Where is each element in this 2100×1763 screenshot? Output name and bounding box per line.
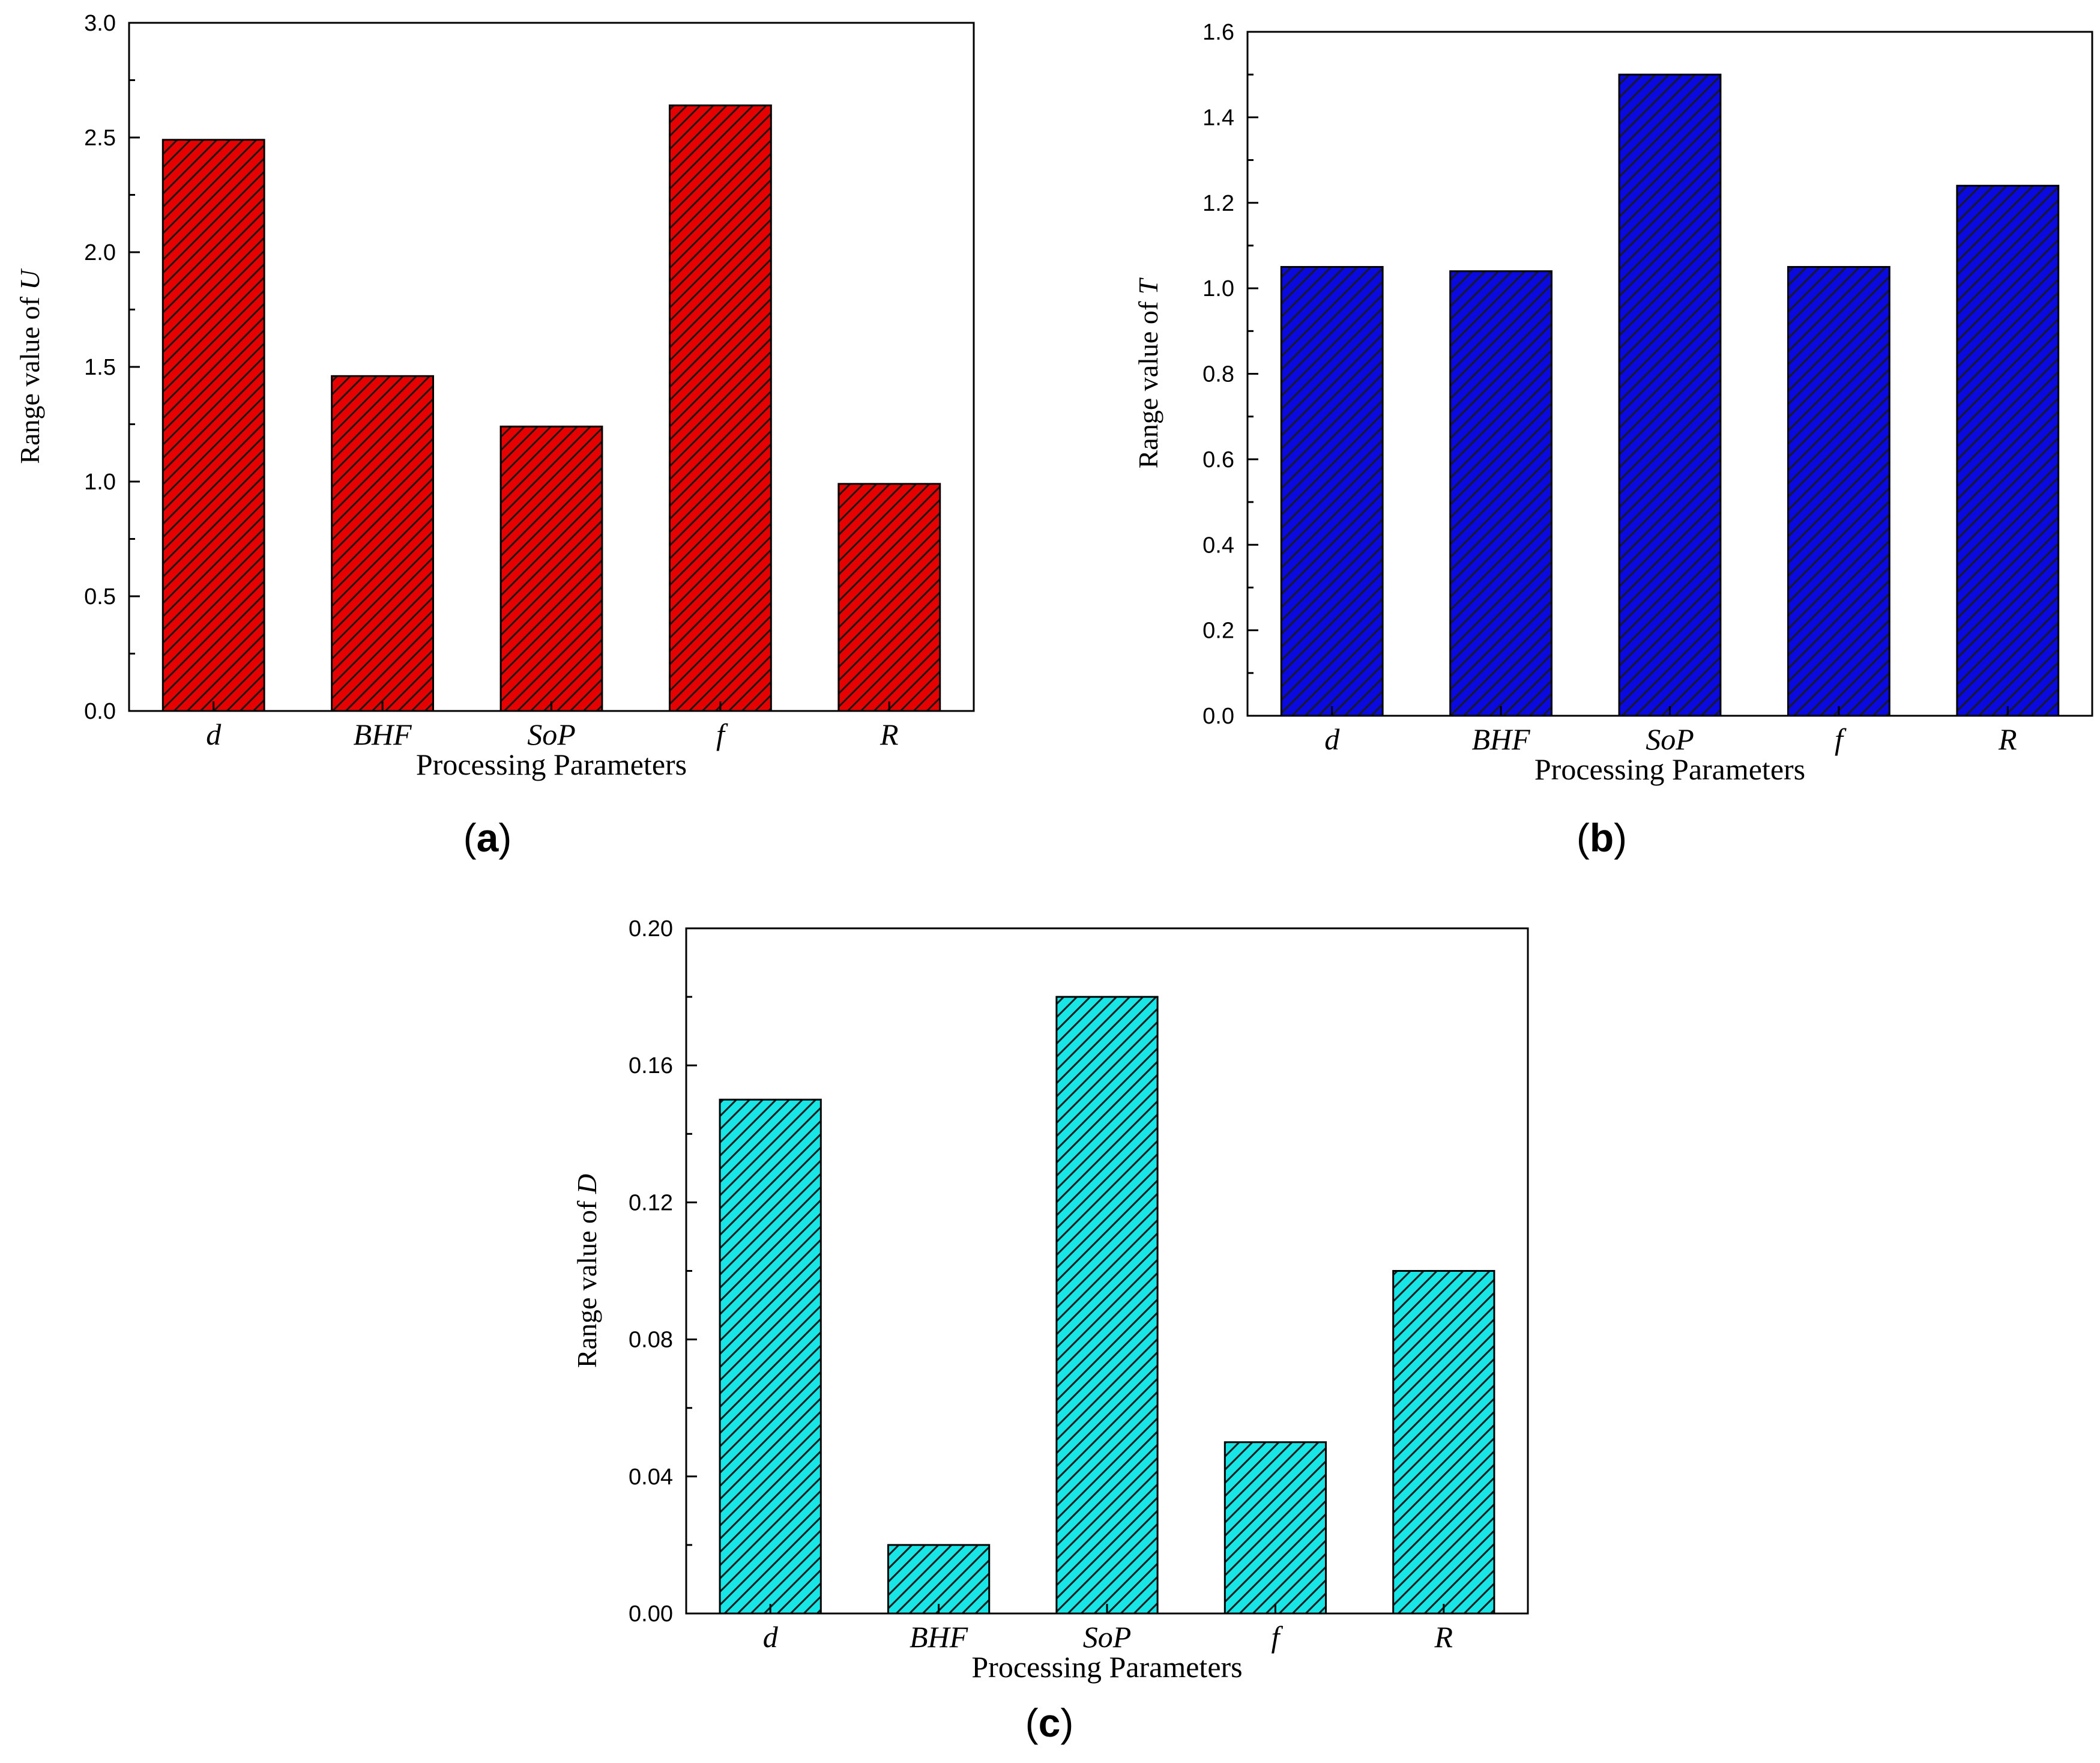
y-tick-label: 2.0 xyxy=(84,240,116,265)
caption-close: ) xyxy=(1614,815,1627,860)
caption-open: ( xyxy=(1577,815,1590,860)
y-tick-label: 1.0 xyxy=(84,470,116,495)
bar-b-SoP xyxy=(1618,73,1722,717)
caption-close: ) xyxy=(1060,1701,1073,1745)
y-tick-label: 3.0 xyxy=(84,11,116,36)
bar-a-SoP xyxy=(499,425,603,712)
bar-b-BHF xyxy=(1449,270,1553,717)
x-tick-label: R xyxy=(1998,722,2017,756)
x-tick-label: R xyxy=(1434,1620,1453,1654)
caption-letter: c xyxy=(1039,1701,1061,1745)
x-axis-label: Processing Parameters xyxy=(1534,752,1805,786)
bar-a-BHF xyxy=(331,375,435,712)
y-axis-label: Range value of U xyxy=(14,268,45,464)
x-tick-label: d xyxy=(206,718,222,751)
y-tick-label: 0.20 xyxy=(629,916,673,942)
y-tick-label: 0.08 xyxy=(629,1328,673,1353)
bar-c-d xyxy=(719,1098,822,1615)
x-tick-label: BHF xyxy=(353,718,412,751)
x-tick-label: d xyxy=(763,1620,779,1654)
y-axis-label-prefix: Range value of xyxy=(572,1194,602,1368)
chart-panel-c: 0.00 0.04 0.08 0.12 0.16 0.20 d BHF SoP f R Process… xyxy=(572,916,1529,1745)
y-tick-label: 1.5 xyxy=(84,355,116,380)
caption-letter: b xyxy=(1590,815,1614,860)
x-tick-label: BHF xyxy=(1471,722,1530,756)
x-tick-label: f xyxy=(716,718,728,751)
x-tick-label: f xyxy=(1835,722,1847,756)
y-tick-label: 1.2 xyxy=(1202,191,1234,216)
x-axis-label: Processing Parameters xyxy=(971,1650,1242,1684)
bar-a-f xyxy=(668,104,772,712)
y-tick-label: 0.8 xyxy=(1202,362,1234,387)
x-tick-label: R xyxy=(880,718,899,751)
bar-b-R xyxy=(1956,184,2060,717)
bar-c-BHF xyxy=(887,1544,991,1615)
y-axis-label: Range value of D xyxy=(572,1174,602,1368)
panel-caption: (a) xyxy=(463,815,512,860)
y-axis-label: Range value of T xyxy=(1133,277,1163,468)
y-tick-label: 1.6 xyxy=(1202,20,1234,45)
y-tick-label: 0.0 xyxy=(84,699,116,724)
panel-caption: (b) xyxy=(1577,815,1627,860)
y-tick-label: 0.5 xyxy=(84,584,116,609)
y-tick-label: 0.12 xyxy=(629,1190,673,1215)
y-tick-label: 0.2 xyxy=(1202,618,1234,644)
y-axis-label-variable: T xyxy=(1133,277,1163,294)
y-axis-label-variable: D xyxy=(572,1174,602,1194)
x-tick-label: f xyxy=(1271,1620,1283,1654)
bar-c-f xyxy=(1223,1441,1327,1615)
caption-open: ( xyxy=(1025,1701,1039,1745)
chart-panel-a: 0.0 0.5 1.0 1.5 2.0 2.5 3.0 d BHF SoP f R Processing… xyxy=(14,11,975,860)
y-tick-label: 0.00 xyxy=(629,1601,673,1627)
x-tick-label: SoP xyxy=(527,718,576,751)
x-tick-label: d xyxy=(1324,722,1340,756)
caption-letter: a xyxy=(477,815,499,860)
y-tick-label: 2.5 xyxy=(84,125,116,151)
x-axis-label: Processing Parameters xyxy=(416,748,687,781)
bar-a-R xyxy=(837,483,941,712)
y-tick-label: 0.4 xyxy=(1202,533,1234,558)
bar-c-R xyxy=(1392,1270,1495,1615)
x-tick-label: BHF xyxy=(910,1620,968,1654)
y-tick-label: 1.0 xyxy=(1202,276,1234,301)
bar-c-SoP xyxy=(1055,996,1159,1615)
x-tick-label: SoP xyxy=(1646,722,1694,756)
y-tick-label: 0.04 xyxy=(629,1465,673,1490)
chart-panel-b: 0.0 0.2 0.4 0.6 0.8 1.0 1.2 1.4 1.6 d BHF SoP f R Proc… xyxy=(1133,20,2093,860)
y-tick-label: 0.6 xyxy=(1202,447,1234,473)
y-axis-label-variable: U xyxy=(14,268,45,290)
y-tick-label: 0.0 xyxy=(1202,704,1234,729)
caption-open: ( xyxy=(463,815,477,860)
y-tick-label: 0.16 xyxy=(629,1053,673,1078)
y-tick-label: 1.4 xyxy=(1202,105,1234,130)
bar-b-d xyxy=(1280,266,1384,717)
caption-close: ) xyxy=(498,815,511,860)
y-axis-label-prefix: Range value of xyxy=(1133,294,1163,468)
bar-b-f xyxy=(1787,266,1890,717)
panel-caption: (c) xyxy=(1025,1701,1074,1745)
bar-a-d xyxy=(161,139,265,712)
y-axis-label-prefix: Range value of xyxy=(14,290,45,464)
x-tick-label: SoP xyxy=(1083,1620,1132,1654)
